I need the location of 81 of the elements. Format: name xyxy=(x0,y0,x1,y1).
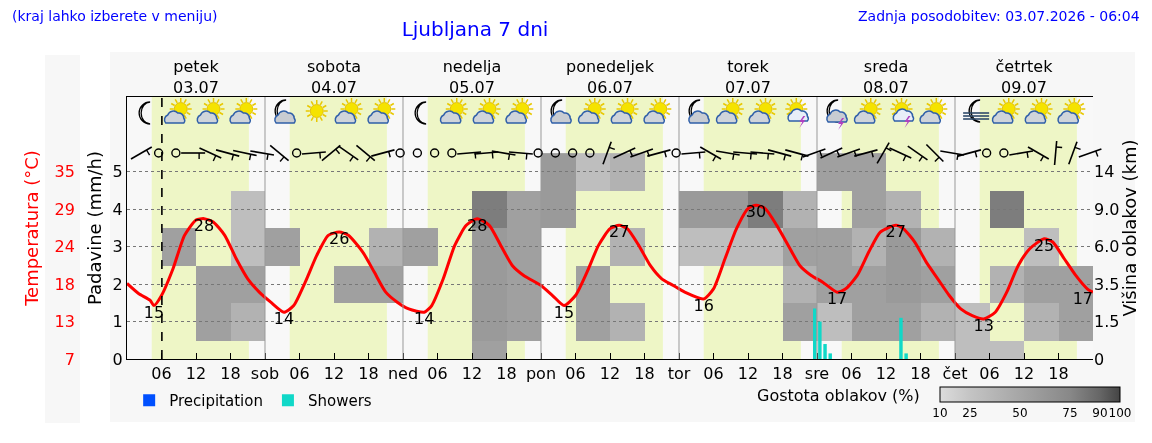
color-bar-label: 90 xyxy=(1092,406,1108,421)
data-label: 14 xyxy=(273,309,295,329)
x-tick-label: čet xyxy=(942,364,968,384)
x-tick-label: 18 xyxy=(220,364,241,384)
color-bar-label: 25 xyxy=(962,406,978,421)
bar xyxy=(828,353,832,359)
x-tick-label: 18 xyxy=(634,364,655,384)
y2-tick-label: 29 xyxy=(54,199,75,219)
y2-tick-label: 7 xyxy=(64,349,75,369)
x-tick-label: 12 xyxy=(1013,364,1035,384)
data-label: 16 xyxy=(693,295,714,315)
x-tick-label: 12 xyxy=(737,364,759,384)
y-tick-label: 0 xyxy=(1094,349,1105,369)
x-tick-label: 18 xyxy=(358,364,379,384)
x-tick-label: 06 xyxy=(565,364,586,384)
x-tick-label: 18 xyxy=(1048,364,1069,384)
x-tick-label: 12 xyxy=(185,364,207,384)
data-label: 14 xyxy=(414,309,435,329)
y-tick-label: 3 xyxy=(112,237,123,257)
chart-title: Ljubljana 7 dni xyxy=(401,17,549,41)
data-label: 15 xyxy=(143,302,165,322)
y-tick-label: 9.0 xyxy=(1094,199,1120,219)
data-label: 13 xyxy=(973,315,994,335)
data-label: 26 xyxy=(328,229,350,249)
data-label: 15 xyxy=(553,302,575,322)
y-tick-label: 0 xyxy=(112,349,123,369)
y2-tick-label: 24 xyxy=(54,237,75,257)
x-tick-label: 18 xyxy=(772,364,793,384)
y-tick-label: 2 xyxy=(112,274,123,294)
data-label: 30 xyxy=(745,202,767,222)
x2-tick-label: sobota 04.07 xyxy=(306,57,362,97)
y-tick-label: 14 xyxy=(1094,162,1115,182)
y2-tick-label: 35 xyxy=(54,162,75,182)
x-tick-label: 12 xyxy=(323,364,345,384)
x-tick-label: 06 xyxy=(703,364,724,384)
x2-tick-label: petek 03.07 xyxy=(173,57,220,97)
color-bar-label: 50 xyxy=(1012,406,1028,421)
x-tick-label: 06 xyxy=(841,364,862,384)
y-tick-label: 1 xyxy=(112,312,123,332)
x-tick-label: tor xyxy=(667,364,691,384)
x-tick-label: 18 xyxy=(910,364,931,384)
x-tick-label: 12 xyxy=(461,364,483,384)
y-tick-label: 3.5 xyxy=(1094,274,1120,294)
x-tick-label: 12 xyxy=(875,364,897,384)
color-bar-label: 100 xyxy=(1108,406,1132,421)
x-tick-label: 18 xyxy=(496,364,517,384)
y2-tick-label: 18 xyxy=(54,274,75,294)
legend-label: Precipitation xyxy=(169,391,263,410)
x-tick-label: 06 xyxy=(979,364,1000,384)
data-label: 27 xyxy=(609,222,630,242)
y-tick-label: 1.5 xyxy=(1094,312,1120,332)
x-tick-label: 06 xyxy=(427,364,448,384)
x-tick-label: sob xyxy=(250,364,280,384)
x2-tick-label: četrtek 09.07 xyxy=(995,57,1054,97)
y-tick-label: 6.0 xyxy=(1094,237,1120,257)
text: (kraj lahko izberete v meniju) xyxy=(12,8,218,24)
data-label: 28 xyxy=(193,215,215,235)
y-axis-title: Višina oblakov (km) xyxy=(1119,139,1141,317)
y2-tick-label: 13 xyxy=(54,312,75,332)
color-bar-label: 75 xyxy=(1062,406,1078,421)
x-tick-label: 06 xyxy=(289,364,310,384)
x-tick-label: pon xyxy=(525,364,557,384)
data-label: 17 xyxy=(826,289,848,309)
y2-axis-title: Temperatura (°C) xyxy=(20,150,42,307)
x-tick-label: 06 xyxy=(151,364,172,384)
legend-label: Showers xyxy=(307,391,372,410)
x2-tick-label: ponedeljek 06.07 xyxy=(566,57,655,97)
y-axis-title: Padavine (mm/h) xyxy=(83,151,105,305)
data-label: 27 xyxy=(885,222,906,242)
color-bar-title: Gostota oblakov (%) xyxy=(757,386,920,405)
x2-tick-label: torek 07.07 xyxy=(725,57,771,97)
text: Zadnja posodobitev: 03.07.2026 - 06:04 xyxy=(858,8,1140,24)
x-tick-label: ned xyxy=(387,364,419,384)
x2-tick-label: sreda 08.07 xyxy=(863,57,909,97)
x-tick-label: sre xyxy=(804,364,830,384)
data-label: 17 xyxy=(1072,289,1093,309)
x-tick-label: 12 xyxy=(599,364,621,384)
y-tick-label: 5 xyxy=(112,162,123,182)
color-bar-label: 10 xyxy=(932,406,948,421)
y-tick-label: 4 xyxy=(112,199,123,219)
x2-tick-label: nedelja 05.07 xyxy=(442,57,502,97)
